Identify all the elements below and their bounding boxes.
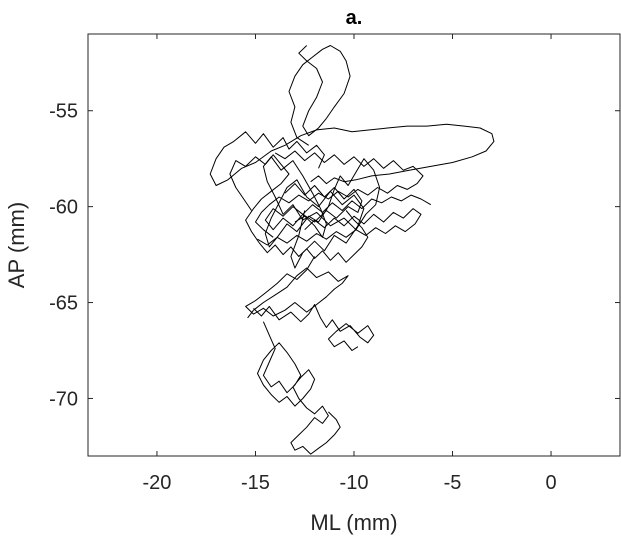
- x-tick-label: 0: [545, 472, 556, 494]
- trace-line-4: [245, 256, 349, 319]
- x-tick-label: -15: [241, 472, 270, 494]
- x-tick-label: -20: [143, 472, 172, 494]
- trace-line-5: [253, 304, 375, 351]
- trace-line-8: [255, 150, 424, 238]
- y-tick-label: -70: [49, 388, 78, 410]
- y-tick-label: -65: [49, 293, 78, 315]
- trace-line-9: [229, 154, 369, 263]
- x-tick-label: -10: [340, 472, 369, 494]
- trace-line-2: [209, 123, 495, 186]
- x-tick-label: -5: [444, 472, 462, 494]
- trace-line-6: [257, 321, 341, 455]
- trace-line-7: [264, 183, 432, 231]
- x-ticks: -20 -15 -10 -5 0: [143, 34, 557, 494]
- y-axis-label: AP (mm): [4, 202, 29, 288]
- trace-line-1: [262, 156, 381, 269]
- axes-box: [87, 33, 621, 457]
- y-tick-label: -55: [49, 101, 78, 123]
- trajectory-traces: [209, 45, 495, 455]
- x-axis-label: ML (mm): [310, 510, 397, 535]
- y-tick-label: -60: [49, 197, 78, 219]
- trace-line-3: [288, 45, 351, 146]
- trace-line-10: [257, 208, 422, 246]
- y-ticks: -55 -60 -65 -70: [49, 101, 620, 410]
- chart-title: a.: [346, 7, 363, 29]
